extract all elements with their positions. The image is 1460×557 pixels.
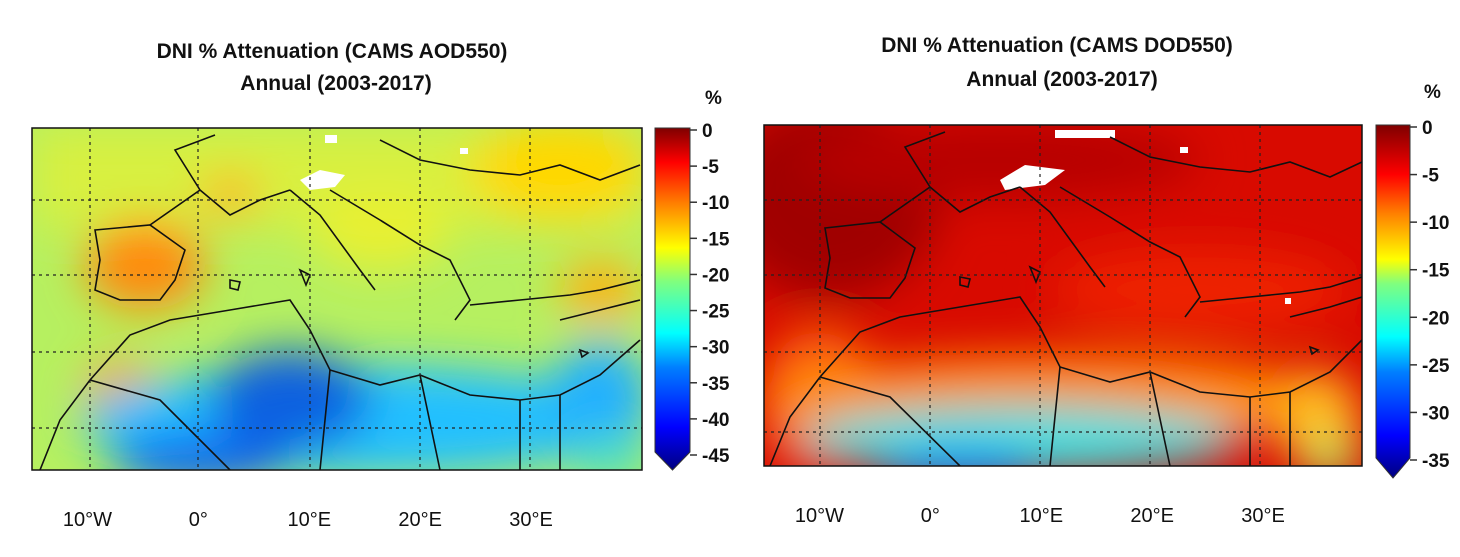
- x-tick-label: 30°E: [509, 509, 553, 531]
- colorbar-tick-label: -25: [1422, 356, 1450, 377]
- colorbar-tick-label: -20: [702, 265, 729, 286]
- colorbar-tick-label: 0: [1422, 118, 1433, 139]
- colorbar-tick-label: -20: [1422, 308, 1449, 329]
- map2-colorbar-unit: %: [1424, 82, 1441, 103]
- map1-subtitle: Annual (2003-2017): [240, 72, 431, 95]
- map2-subtitle: Annual (2003-2017): [966, 68, 1157, 91]
- map2-coastlines: [769, 131, 1362, 466]
- x-tick-label: 10°E: [1019, 505, 1063, 527]
- x-tick-label: 10°E: [287, 509, 331, 531]
- map2-title: DNI % Attenuation (CAMS DOD550): [881, 34, 1233, 57]
- map2-colorbar: % 0 -5 -10 -15 -20 -25 -30 -35: [1375, 82, 1450, 479]
- colorbar-tick-label: -10: [702, 193, 729, 214]
- map-aod550: DNI % Attenuation (CAMS AOD550) Annual (…: [31, 40, 730, 531]
- colorbar-tick-label: 0: [702, 121, 713, 142]
- map-dod550: DNI % Attenuation (CAMS DOD550) Annual (…: [763, 34, 1450, 527]
- map2-field: [764, 125, 1362, 466]
- map1-field: [32, 128, 642, 470]
- map1-gridlines: [32, 128, 642, 470]
- map2-x-ticks: 10°W 0° 10°E 20°E 30°E: [795, 505, 1285, 527]
- colorbar-tick-label: -30: [702, 338, 729, 359]
- colorbar-tick-label: -5: [1422, 166, 1439, 187]
- colorbar-tick-label: -30: [1422, 403, 1449, 424]
- x-tick-label: 20°E: [398, 509, 442, 531]
- map1-colorbar: % 0 -5 -10 -15 -20 -25 -30 -35 -40 -45: [654, 88, 730, 471]
- map2-gridlines: [764, 125, 1362, 466]
- map1-coastlines: [39, 134, 641, 470]
- map1-x-ticks: 10°W 0° 10°E 20°E 30°E: [63, 509, 553, 531]
- x-tick-label: 0°: [189, 509, 208, 531]
- map1-colorbar-unit: %: [705, 88, 722, 109]
- map1-title: DNI % Attenuation (CAMS AOD550): [157, 40, 508, 63]
- colorbar-tick-label: -15: [702, 229, 730, 250]
- colorbar-tick-label: -40: [702, 410, 729, 431]
- x-tick-label: 0°: [921, 505, 940, 527]
- x-tick-label: 10°W: [795, 505, 844, 527]
- colorbar-tick-label: -15: [1422, 261, 1450, 282]
- x-tick-label: 20°E: [1130, 505, 1174, 527]
- x-tick-label: 10°W: [63, 509, 112, 531]
- colorbar-tick-label: -45: [702, 446, 730, 467]
- colorbar-tick-label: -35: [702, 374, 730, 395]
- colorbar-tick-label: -25: [702, 302, 730, 323]
- colorbar-tick-label: -10: [1422, 213, 1449, 234]
- colorbar-tick-label: -5: [702, 157, 719, 178]
- colorbar-tick-label: -35: [1422, 451, 1450, 472]
- x-tick-label: 30°E: [1241, 505, 1285, 527]
